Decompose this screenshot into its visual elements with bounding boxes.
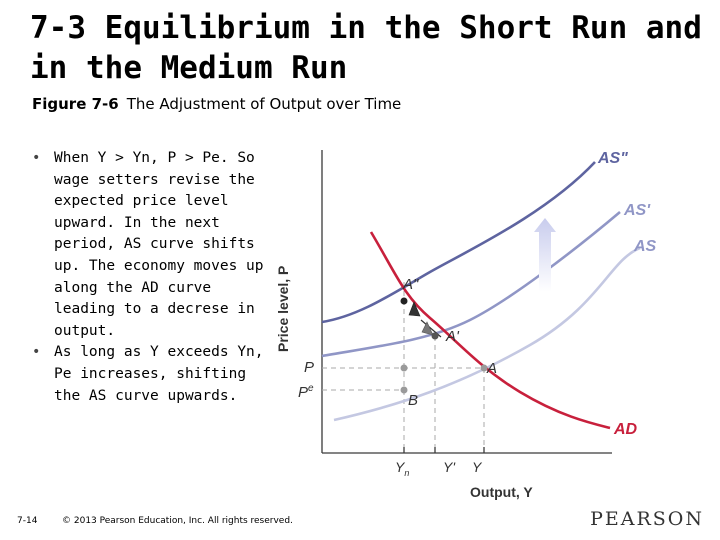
pearson-logo: PEARSON (590, 508, 704, 530)
yn-tick-label: Yn (395, 459, 409, 478)
point-a-double-prime-dot (400, 297, 408, 305)
figure-title: The Adjustment of Output over Time (126, 95, 402, 113)
movement-arrow-head (408, 301, 421, 317)
bullet-item: When Y > Yn, P > Pe. So wage setters rev… (30, 148, 275, 342)
point-a-prime-label: A' (445, 328, 460, 345)
page-number: 7-14 (17, 516, 38, 526)
bullet-list: When Y > Yn, P > Pe. So wage setters rev… (30, 148, 275, 407)
point-a-dot (480, 364, 488, 372)
as-prime-curve (321, 211, 621, 358)
point-a-label: A (486, 360, 497, 377)
x-axis-title: Output, Y (470, 484, 533, 500)
y-tick-label: Y (472, 459, 483, 475)
as-double-prime-curve (321, 161, 596, 324)
copyright-notice: © 2013 Pearson Education, Inc. All right… (62, 516, 293, 526)
point-a-prime-dot (431, 332, 439, 340)
bullet-item: As long as Y exceeds Yn, Pe increases, s… (30, 342, 275, 407)
figure-number: Figure 7-6 (32, 95, 119, 113)
p-tick-label: P (304, 359, 314, 376)
figure-caption: Figure 7-6 The Adjustment of Output over … (32, 95, 401, 113)
point-p-dot (400, 364, 408, 372)
slide-title: 7-3 Equilibrium in the Short Run and in … (30, 10, 702, 86)
as-label: AS (633, 238, 657, 255)
ad-curve (369, 231, 611, 430)
as-curve (333, 246, 641, 422)
ad-label: AD (613, 421, 638, 438)
point-b-label: B (408, 392, 418, 409)
as-double-prime-label: AS" (597, 150, 628, 167)
point-a-double-prime-label: A" (402, 276, 419, 293)
as-prime-label: AS' (623, 202, 651, 219)
y-axis-title: Price level, P (275, 266, 291, 352)
point-b-dot (400, 386, 408, 394)
up-shift-arrow (534, 218, 556, 292)
movement-arrow-head (421, 321, 434, 336)
pe-tick-label: Pe (298, 383, 314, 401)
yprime-tick-label: Y' (443, 459, 456, 475)
